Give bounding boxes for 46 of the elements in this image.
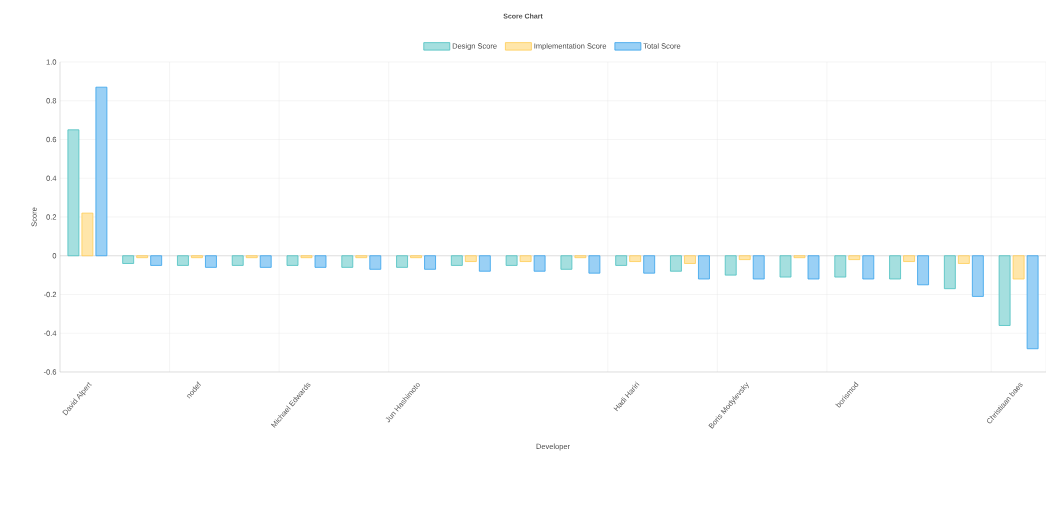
bar: [588, 255, 601, 274]
bar: [81, 212, 94, 257]
bar: [177, 255, 189, 266]
bar: [450, 255, 463, 266]
bar: [122, 255, 135, 264]
bar: [943, 255, 956, 290]
bar: [314, 255, 327, 268]
bar: [150, 255, 163, 266]
bar: [259, 255, 272, 268]
bar: [231, 255, 244, 266]
bar: [505, 255, 518, 266]
bar: [464, 255, 477, 262]
bar: [998, 255, 1011, 326]
bar: [834, 255, 847, 278]
bar: [1012, 255, 1025, 280]
bar: [424, 255, 436, 270]
bar: [629, 255, 642, 262]
bar: [1026, 255, 1039, 350]
bar: [971, 255, 984, 297]
bar: [67, 129, 80, 257]
bar: [957, 255, 970, 264]
bar: [478, 255, 491, 272]
bar: [670, 255, 682, 272]
bar: [560, 255, 573, 270]
bar: [684, 255, 696, 264]
bar: [95, 86, 108, 257]
bar: [698, 255, 710, 280]
bar: [903, 255, 915, 262]
bar: [341, 255, 354, 268]
bar: [724, 255, 737, 276]
bar: [643, 255, 656, 274]
bar: [396, 255, 408, 268]
bar: [917, 255, 929, 286]
bar: [848, 255, 861, 261]
bar: [369, 255, 382, 270]
bar: [862, 255, 875, 280]
bar: [615, 255, 628, 266]
bar: [533, 255, 546, 272]
bar: [889, 255, 901, 280]
bar: [738, 255, 751, 261]
bar: [519, 255, 532, 262]
bar: [807, 255, 820, 280]
bar: [752, 255, 765, 280]
bar: [286, 255, 299, 266]
bar: [205, 255, 217, 268]
bar: [779, 255, 792, 278]
